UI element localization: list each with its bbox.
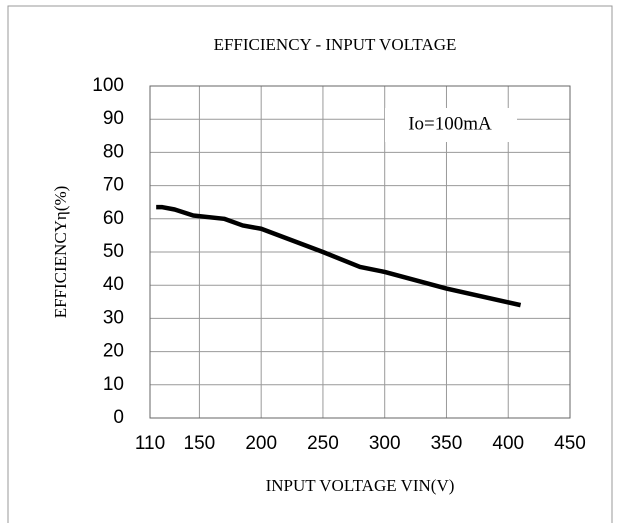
- annotation-box: [385, 108, 517, 142]
- x-tick-label: 200: [245, 433, 277, 454]
- x-axis-label: INPUT VOLTAGE VIN(V): [266, 476, 455, 495]
- y-tick-label: 100: [92, 75, 124, 96]
- frame: [7, 5, 613, 523]
- y-tick-label: 30: [103, 307, 124, 328]
- y-tick-label: 40: [103, 274, 124, 295]
- y-tick-label: 70: [103, 175, 124, 196]
- y-tick-label: 0: [113, 407, 124, 428]
- x-tick-label: 110: [135, 433, 165, 454]
- x-tick-label: 350: [431, 433, 463, 454]
- chart-title: EFFICIENCY - INPUT VOLTAGE: [214, 35, 457, 54]
- plot-border: [149, 85, 571, 419]
- y-tick-label: 20: [103, 341, 124, 362]
- data-line: [156, 204, 522, 308]
- x-tick-label: 250: [307, 433, 339, 454]
- x-tick-label: 450: [554, 433, 586, 454]
- y-tick-label: 80: [103, 141, 124, 162]
- y-tick-label: 90: [103, 108, 124, 129]
- y-tick-label: 60: [103, 208, 124, 229]
- y-tick-label: 10: [103, 374, 124, 395]
- x-tick-label: 400: [492, 433, 524, 454]
- x-tick-label: 150: [184, 433, 216, 454]
- y-axis-label: EFFICIENCYη(%): [51, 186, 70, 319]
- y-tick-label: 50: [103, 241, 124, 262]
- x-tick-label: 300: [369, 433, 401, 454]
- annotation: Io=100mA: [408, 113, 492, 134]
